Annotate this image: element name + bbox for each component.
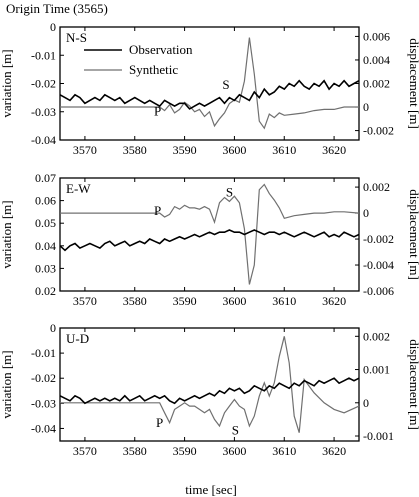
x-tick-label: 3610 [272, 444, 296, 458]
observation-series-line [59, 229, 360, 252]
observation-series-line [59, 377, 360, 405]
observation-series-line [59, 79, 360, 110]
right-y-tick-label: 0.006 [363, 29, 390, 43]
panel-label: U-D [66, 331, 89, 346]
phase-label-s: S [222, 77, 229, 92]
phase-label-p: P [154, 203, 161, 218]
left-y-tick-label: -0.03 [31, 396, 56, 410]
x-tick-label: 3620 [322, 143, 346, 157]
left-axis-title: variation [m] [0, 200, 14, 268]
x-tick-label: 3600 [222, 143, 246, 157]
x-tick-label: 3610 [272, 143, 296, 157]
left-y-tick-label: 0.05 [35, 216, 56, 230]
right-y-tick-label: 0.002 [363, 77, 390, 91]
phase-label-p: P [154, 103, 161, 118]
x-tick-label: 3590 [173, 444, 197, 458]
phase-label-s: S [232, 423, 239, 438]
left-axis-title: variation [m] [0, 350, 14, 418]
x-axis-title: time [sec] [185, 482, 237, 497]
right-y-tick-label: -0.002 [363, 232, 394, 246]
left-y-tick-label: 0 [50, 20, 56, 34]
left-axis-title: variation [m] [0, 49, 14, 117]
panel-label: N-S [66, 30, 87, 45]
synthetic-series-line [60, 37, 359, 130]
right-axis-title: displacement [m] [407, 339, 419, 430]
x-tick-label: 3580 [123, 143, 147, 157]
legend-synthetic-label: Synthetic [129, 62, 178, 77]
right-y-tick-label: 0.001 [363, 363, 390, 377]
right-axis-title: displacement [m] [407, 38, 419, 129]
left-y-tick-label: -0.02 [31, 371, 56, 385]
right-y-tick-label: -0.002 [363, 124, 394, 138]
x-tick-label: 3580 [123, 444, 147, 458]
left-y-tick-label: 0.07 [35, 171, 56, 185]
left-y-tick-label: -0.04 [31, 421, 56, 435]
phase-label-s: S [226, 185, 233, 200]
x-tick-label: 3570 [73, 294, 97, 308]
left-y-tick-label: 0.03 [35, 261, 56, 275]
right-y-tick-label: 0 [363, 396, 369, 410]
left-y-tick-label: 0.04 [35, 239, 56, 253]
panels-group: 3570 3580 3590 3600 3610 3620 -0.04 -0.03 -0.02 -… [0, 20, 419, 458]
left-y-tick-label: -0.01 [31, 346, 56, 360]
right-y-tick-label: 0 [363, 100, 369, 114]
left-y-tick-label: -0.02 [31, 77, 56, 91]
panel-label: E-W [66, 181, 91, 196]
panel-n-s: 3570 3580 3590 3600 3610 3620 -0.04 -0.03 -0.02 -… [0, 20, 419, 157]
x-tick-label: 3580 [123, 294, 147, 308]
phase-label-p: P [156, 415, 163, 430]
right-y-tick-label: 0.002 [363, 329, 390, 343]
right-y-tick-label: -0.001 [363, 429, 394, 443]
left-y-tick-label: -0.03 [31, 105, 56, 119]
legend-observation-label: Observation [129, 42, 193, 57]
panel-u-d: 3570 3580 3590 3600 3610 3620 -0.04 -0.03 -0.02 -… [0, 321, 419, 458]
x-tick-label: 3610 [272, 294, 296, 308]
figure-title: Origin Time (3565) [6, 1, 108, 16]
right-y-tick-label: -0.004 [363, 258, 394, 272]
synthetic-series-line [60, 336, 360, 433]
panel-frame [59, 177, 360, 292]
right-y-tick-label: -0.006 [363, 284, 394, 298]
panel-frame [59, 327, 360, 442]
right-y-tick-label: 0.002 [363, 180, 390, 194]
legend: Observation Synthetic [84, 42, 193, 77]
x-tick-label: 3590 [173, 143, 197, 157]
right-y-tick-label: 0.004 [363, 53, 390, 67]
left-y-tick-label: 0.02 [35, 284, 56, 298]
x-tick-label: 3570 [73, 143, 97, 157]
x-tick-label: 3620 [322, 294, 346, 308]
left-y-tick-label: 0.06 [35, 194, 56, 208]
right-axis-title: displacement [m] [407, 189, 419, 280]
synthetic-series-line [60, 183, 360, 285]
left-y-tick-label: 0 [50, 321, 56, 335]
x-tick-label: 3570 [73, 444, 97, 458]
panel-e-w: 3570 3580 3590 3600 3610 3620 0.02 0.03 0.04 0.05… [0, 171, 419, 308]
x-tick-label: 3620 [322, 444, 346, 458]
left-y-tick-label: -0.01 [31, 48, 56, 62]
right-y-tick-label: 0 [363, 206, 369, 220]
x-tick-label: 3590 [173, 294, 197, 308]
x-tick-label: 3600 [222, 294, 246, 308]
left-y-tick-label: -0.04 [31, 133, 56, 147]
x-tick-label: 3600 [222, 444, 246, 458]
